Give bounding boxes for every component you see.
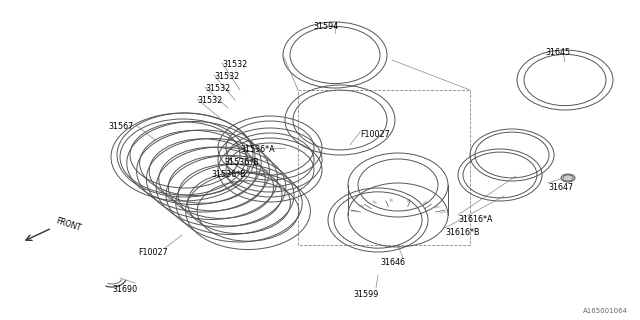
Text: 31532: 31532 bbox=[214, 72, 239, 81]
Text: FRONT: FRONT bbox=[55, 217, 83, 233]
Text: 31599: 31599 bbox=[353, 290, 378, 299]
Text: 31532: 31532 bbox=[205, 84, 230, 93]
Polygon shape bbox=[372, 201, 376, 203]
Text: 31532: 31532 bbox=[222, 60, 247, 69]
Text: 31647: 31647 bbox=[548, 183, 573, 192]
Text: 31616*A: 31616*A bbox=[458, 215, 493, 224]
Polygon shape bbox=[359, 205, 364, 206]
Text: A165001064: A165001064 bbox=[583, 308, 628, 314]
Text: 31532: 31532 bbox=[197, 96, 222, 105]
Polygon shape bbox=[407, 199, 410, 201]
Polygon shape bbox=[422, 202, 427, 204]
Bar bbox=[298, 90, 470, 245]
Polygon shape bbox=[390, 199, 392, 201]
Polygon shape bbox=[435, 206, 440, 208]
Ellipse shape bbox=[561, 174, 575, 182]
Text: F10027: F10027 bbox=[138, 248, 168, 257]
Text: 31536*B: 31536*B bbox=[224, 158, 259, 167]
Text: 31567: 31567 bbox=[108, 122, 133, 131]
Polygon shape bbox=[351, 211, 356, 212]
Text: 31536*A: 31536*A bbox=[240, 145, 275, 154]
Text: 31646: 31646 bbox=[380, 258, 405, 267]
Text: 31690: 31690 bbox=[112, 285, 137, 294]
Text: 31536*B: 31536*B bbox=[211, 170, 246, 179]
Text: F10027: F10027 bbox=[360, 130, 390, 139]
Text: 31616*B: 31616*B bbox=[445, 228, 479, 237]
Text: 31645: 31645 bbox=[545, 48, 570, 57]
Text: 31594: 31594 bbox=[313, 22, 339, 31]
